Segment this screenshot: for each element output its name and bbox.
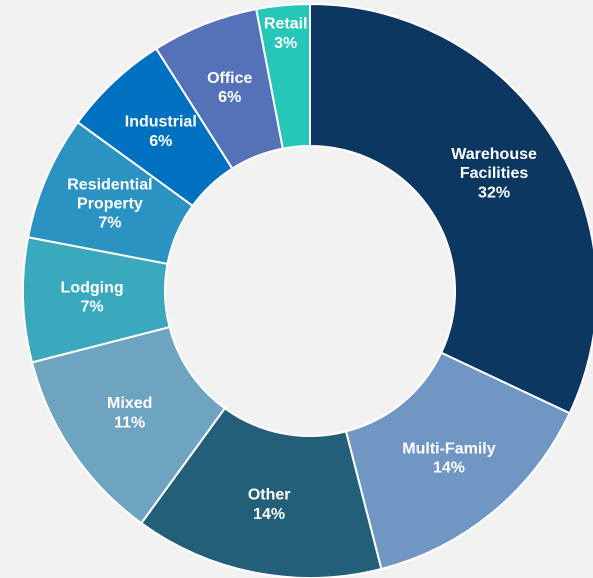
slice-category-label: Multi-Family [402, 441, 495, 458]
slice-value-label: 3% [274, 35, 297, 52]
donut-slice [344, 351, 572, 571]
donut-slice [255, 2, 311, 150]
slice-value-label: 7% [98, 215, 121, 232]
label-line: Warehouse [451, 146, 537, 163]
label-line: Retail [264, 16, 308, 33]
slice-value-label: 6% [218, 89, 241, 106]
label-line: Facilities [460, 165, 529, 182]
label-line: Mixed [107, 395, 152, 412]
slice-value-label: 6% [149, 133, 172, 150]
slice-category-label: Retail [264, 16, 308, 33]
slice-category-label: Lodging [61, 280, 124, 297]
donut-slice [309, 2, 593, 415]
slice-value-label: 14% [433, 460, 465, 477]
slice-category-label: Industrial [125, 114, 197, 131]
slice-category-label: Mixed [107, 395, 152, 412]
slice-value-label: 14% [253, 506, 285, 523]
slice-category-label: Office [207, 70, 252, 87]
slice-category-label: Warehouse Facilities [451, 146, 537, 182]
slice-category-label: Other [248, 487, 291, 504]
donut-slice [30, 325, 227, 525]
slice-value-label: 32% [478, 184, 510, 201]
label-line: Property [77, 196, 143, 213]
label-line: Office [207, 70, 252, 87]
label-line: Residential [67, 177, 152, 194]
slice-value-label: 7% [81, 299, 104, 316]
label-line: Multi-Family [402, 441, 495, 458]
slice-category-label: Residential Property [67, 177, 152, 213]
label-line: Other [248, 487, 291, 504]
label-line: Industrial [125, 114, 197, 131]
slice-value-label: 11% [114, 414, 145, 431]
label-line: Lodging [61, 280, 124, 297]
